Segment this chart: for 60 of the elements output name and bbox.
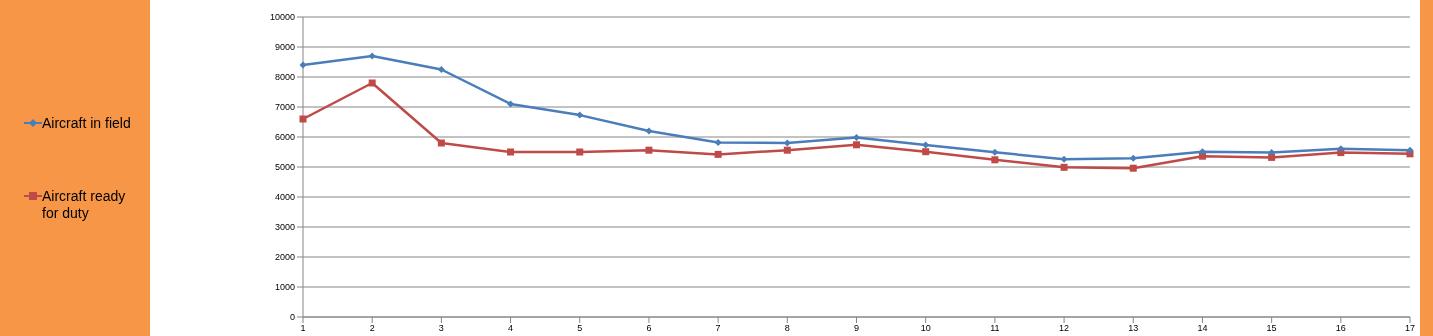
point: [1198, 152, 1206, 160]
y-tick-label: 2000: [274, 252, 295, 263]
x-tick-label: 6: [646, 323, 652, 334]
point: [1060, 163, 1068, 171]
point: [1129, 154, 1137, 162]
x-tick-label: 3: [438, 323, 444, 334]
x-tick-label: 16: [1335, 323, 1346, 334]
point: [714, 138, 722, 146]
x-tick-label: 11: [990, 323, 1000, 334]
point: [1406, 146, 1414, 154]
y-tick-label: 5000: [274, 162, 295, 173]
point: [1198, 148, 1206, 156]
x-tick-label: 13: [1128, 323, 1139, 334]
y-tick-label: 10000: [269, 12, 295, 23]
x-tick-label: 15: [1266, 323, 1277, 334]
x-tick-label: 7: [715, 323, 721, 334]
point: [1060, 155, 1068, 163]
point: [853, 141, 860, 149]
point: [507, 148, 515, 156]
point: [714, 150, 722, 158]
point: [783, 146, 791, 154]
y-tick-label: 4000: [274, 192, 295, 203]
y-tick-label: 1000: [274, 282, 295, 293]
point: [1268, 149, 1276, 157]
point: [645, 127, 653, 135]
y-tick-label: 8000: [274, 72, 295, 83]
point: [368, 79, 376, 87]
point: [1337, 145, 1345, 153]
x-tick-label: 10: [920, 323, 931, 334]
x-tick-label: 8: [784, 323, 790, 334]
point: [991, 148, 999, 156]
point: [645, 146, 653, 154]
point: [1129, 164, 1137, 172]
x-tick-label: 9: [853, 323, 860, 334]
x-tick-label: 1: [300, 323, 306, 334]
y-tick-label: 6000: [274, 132, 295, 143]
point: [853, 134, 860, 142]
y-tick-label: 9000: [274, 42, 295, 53]
point: [922, 148, 930, 156]
legend-label: Aircraft ready for duty: [42, 187, 127, 222]
point: [576, 148, 584, 156]
y-tick-label: 7000: [274, 102, 295, 113]
x-tick-label: 5: [577, 323, 583, 334]
point: [576, 111, 584, 119]
point: [991, 156, 999, 164]
point: [437, 139, 445, 147]
point: [299, 115, 307, 123]
point: [507, 100, 515, 108]
x-tick-label: 2: [369, 323, 375, 334]
x-tick-label: 17: [1404, 323, 1416, 334]
legend-label: Aircraft in field: [42, 114, 131, 132]
point: [1268, 153, 1276, 161]
point: [299, 61, 307, 69]
point: [368, 52, 376, 60]
point: [437, 66, 445, 73]
x-tick-label: 4: [508, 323, 514, 334]
x-tick-label: 12: [1059, 323, 1070, 334]
y-tick-label: 3000: [274, 222, 295, 233]
x-tick-label: 14: [1197, 323, 1208, 334]
y-tick-label: 0: [289, 312, 295, 323]
